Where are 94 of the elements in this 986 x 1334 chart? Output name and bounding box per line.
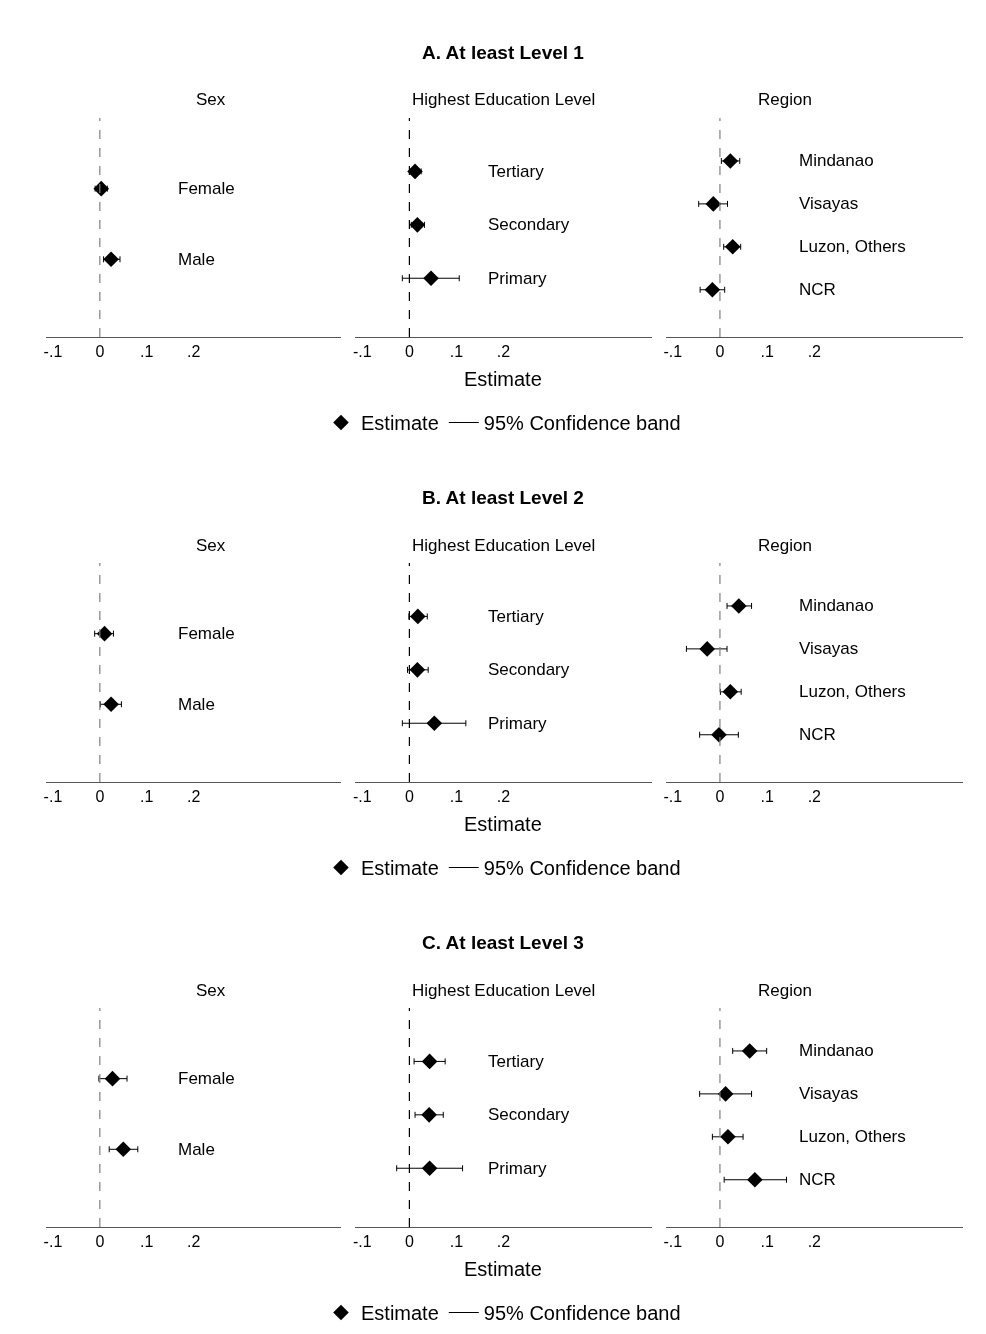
text: 95% Confidence band (483, 1302, 681, 1325)
x-tick-label: 0 (715, 1233, 725, 1251)
point (731, 598, 747, 614)
x-tick-label: .2 (186, 1233, 201, 1251)
chart-title: Region (758, 90, 812, 109)
x-tick-label: 0 (715, 788, 725, 806)
x-tick-label: -.1 (353, 343, 372, 361)
category-label: NCR (799, 280, 836, 299)
point (705, 196, 722, 212)
x-axis-title: Estimate (464, 813, 542, 835)
point (699, 641, 715, 657)
x-tick-label: .2 (496, 1233, 511, 1251)
x-tick-label: .2 (807, 1233, 822, 1251)
category-label: Secondary (488, 215, 570, 234)
category-label: Mindanao (799, 151, 874, 170)
chart-title: C. At least Level 3 (422, 932, 584, 953)
point (724, 239, 741, 255)
x-tick-label: -.1 (43, 788, 63, 806)
x-tick-label: .1 (760, 1233, 774, 1251)
chart-title: Sex (196, 536, 226, 555)
x-tick-label: .2 (807, 788, 822, 806)
x-tick-label: -.1 (663, 343, 683, 361)
x-tick-label: .1 (449, 1233, 464, 1251)
x-tick-label: .1 (760, 788, 774, 806)
chart-subtitle: Highest Education Level (412, 981, 596, 1000)
x-tick-label: .1 (140, 1233, 154, 1251)
x-tick-label: 0 (95, 788, 105, 806)
category-label: Luzon, Others (799, 1127, 906, 1146)
category-label: Mindanao (799, 1041, 874, 1060)
chart-title: A. At least Level 1 (422, 42, 585, 63)
x-tick-label: 0 (404, 788, 414, 806)
chart-title: Region (758, 536, 812, 555)
x-axis-title: Estimate (464, 1258, 542, 1280)
x-tick-label: .2 (186, 343, 201, 361)
category-label: Primary (488, 714, 547, 733)
legend-label: Estimate (360, 857, 439, 880)
point (722, 684, 739, 700)
x-tick-label: 0 (95, 1233, 105, 1251)
category-label: NCR (799, 725, 836, 744)
x-tick-label: .2 (186, 788, 201, 806)
category-label: Luzon, Others (799, 682, 906, 701)
point (722, 153, 739, 169)
category-label: NCR (799, 1170, 836, 1189)
x-tick-label: 0 (404, 1233, 414, 1251)
category-label: Mindanao (799, 596, 874, 615)
category-label: Visayas (799, 639, 859, 658)
category-label: Visayas (799, 194, 859, 213)
chart-subtitle: Highest Education Level (412, 536, 596, 555)
y-tick-label: Female (178, 1069, 235, 1088)
chart-title: Region (758, 981, 812, 1000)
category-label: Primary (488, 269, 547, 288)
category-label: Tertiary (488, 1052, 544, 1071)
point (741, 1043, 758, 1059)
category-label: Tertiary (488, 607, 544, 626)
legend-label: Estimate (360, 1302, 439, 1325)
x-tick-label: -.1 (353, 1233, 372, 1251)
point (720, 1129, 736, 1145)
category-label: Visayas (799, 1084, 859, 1103)
x-tick-label: .1 (140, 343, 154, 361)
x-tick-label: .2 (807, 343, 822, 361)
chart-title: Sex (196, 981, 226, 1000)
y-tick-label: Male (178, 695, 215, 714)
chart-subtitle: Highest Education Level (412, 90, 596, 109)
point (711, 726, 727, 743)
x-axis-title: Estimate (464, 368, 542, 390)
legend-label: Estimate (360, 412, 439, 435)
x-tick-label: 0 (95, 343, 105, 361)
x-tick-label: -.1 (663, 788, 683, 806)
x-tick-label: -.1 (663, 1233, 683, 1251)
chart-title: Sex (196, 90, 226, 109)
category-label: Secondary (488, 660, 570, 679)
category-label: Primary (488, 1159, 547, 1178)
y-tick-label: Female (178, 624, 235, 643)
text: 95% Confidence band (483, 857, 681, 880)
x-tick-label: .2 (496, 788, 511, 806)
x-tick-label: .1 (760, 343, 774, 361)
x-tick-label: 0 (404, 343, 414, 361)
point (704, 281, 721, 298)
category-label: Tertiary (488, 162, 544, 181)
x-tick-label: -.1 (43, 343, 63, 361)
x-tick-label: .1 (449, 343, 464, 361)
point (717, 1086, 734, 1102)
y-tick-label: Male (178, 1140, 215, 1159)
category-label: Luzon, Others (799, 237, 906, 256)
category-label: Secondary (488, 1105, 570, 1124)
x-tick-label: -.1 (43, 1233, 63, 1251)
x-tick-label: -.1 (353, 788, 372, 806)
point (747, 1171, 763, 1188)
text: 95% Confidence band (483, 412, 681, 435)
x-tick-label: .1 (140, 788, 154, 806)
x-tick-label: .2 (496, 343, 511, 361)
x-tick-label: .1 (449, 788, 464, 806)
x-tick-label: 0 (715, 343, 725, 361)
chart-title: B. At least Level 2 (422, 487, 584, 508)
